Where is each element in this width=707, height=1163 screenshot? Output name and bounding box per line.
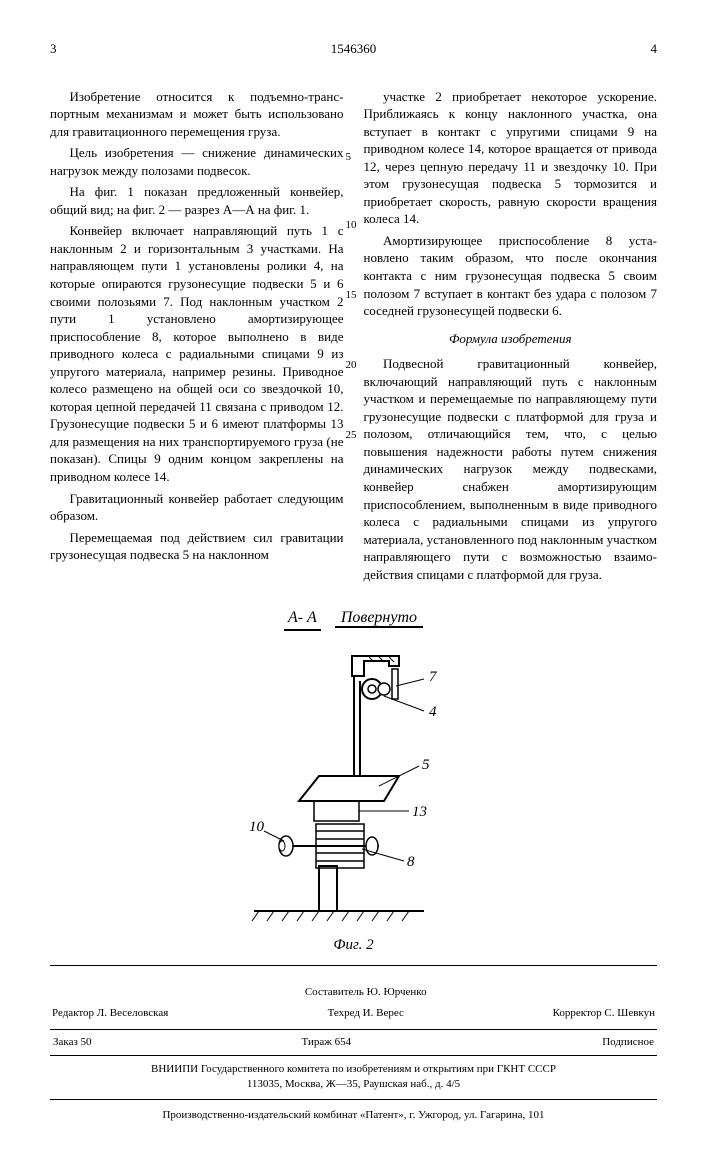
line-number: 15 <box>346 288 357 303</box>
corrector: Корректор С. Шевкун <box>475 1004 655 1023</box>
callout-4: 4 <box>429 704 437 720</box>
section-label: А- А <box>284 607 321 631</box>
rotated-label: Повернуто <box>335 609 423 628</box>
line-number: 25 <box>346 428 357 443</box>
paragraph: Перемещаемая под действием сил грави­тац… <box>50 529 344 564</box>
paragraph: Цель изобретения — снижение динами­чески… <box>50 144 344 179</box>
figure-2: А- А Повернуто <box>50 607 657 955</box>
publisher: Производственно-издательский комбинат «П… <box>50 1108 657 1123</box>
paragraph: Амортизирующее приспособление 8 уста­нов… <box>364 232 658 320</box>
paragraph: Гравитационный конвейер работает сле­дую… <box>50 490 344 525</box>
paragraph: участке 2 приобретает некоторое ускорени… <box>364 88 658 228</box>
line-number: 20 <box>346 358 357 373</box>
paragraph: Подвесной гравитационный конвейер, включ… <box>364 355 658 583</box>
footer-print-info: Заказ 50 Тираж 654 Подписное <box>50 1030 657 1056</box>
page-number-left: 3 <box>50 40 57 58</box>
composer: Составитель Ю. Юрченко <box>259 983 473 1002</box>
callout-10: 10 <box>249 819 265 835</box>
footer-org: ВНИИПИ Государственного комитета по изоб… <box>50 1062 657 1092</box>
tech-editor: Техред И. Верес <box>259 1004 473 1023</box>
org-name: ВНИИПИ Государственного комитета по изоб… <box>50 1062 657 1077</box>
paragraph: Конвейер включает направляющий путь 1 с … <box>50 222 344 485</box>
left-column: Изобретение относится к подъемно-транс­п… <box>50 88 344 588</box>
formula-title: Формула изобретения <box>364 330 658 348</box>
editor: Редактор Л. Веселовская <box>52 1004 257 1023</box>
text-columns: Изобретение относится к подъемно-транс­п… <box>50 88 657 588</box>
footer-credits: Составитель Ю. Юрченко Редактор Л. Весел… <box>50 981 657 1030</box>
callout-7: 7 <box>429 669 438 685</box>
order-number: Заказ 50 <box>52 1034 218 1051</box>
paragraph: На фиг. 1 показан предложенный кон­вейер… <box>50 183 344 218</box>
paragraph: Изобретение относится к подъемно-транс­п… <box>50 88 344 141</box>
technical-drawing: 7 4 5 13 8 10 <box>224 631 484 931</box>
org-address: 113035, Москва, Ж—35, Раушская наб., д. … <box>50 1077 657 1092</box>
tirazh: Тираж 654 <box>220 1034 432 1051</box>
document-number: 1546360 <box>50 40 657 58</box>
page-number-right: 4 <box>651 40 658 58</box>
callout-8: 8 <box>407 854 415 870</box>
line-number: 10 <box>346 218 357 233</box>
callout-13: 13 <box>412 804 427 820</box>
line-number: 5 <box>346 150 352 165</box>
right-column: 5 10 15 20 25 участке 2 приобретает неко… <box>364 88 658 588</box>
figure-caption: Фиг. 2 <box>50 935 657 955</box>
callout-5: 5 <box>422 757 430 773</box>
subscription: Подписное <box>434 1034 655 1051</box>
